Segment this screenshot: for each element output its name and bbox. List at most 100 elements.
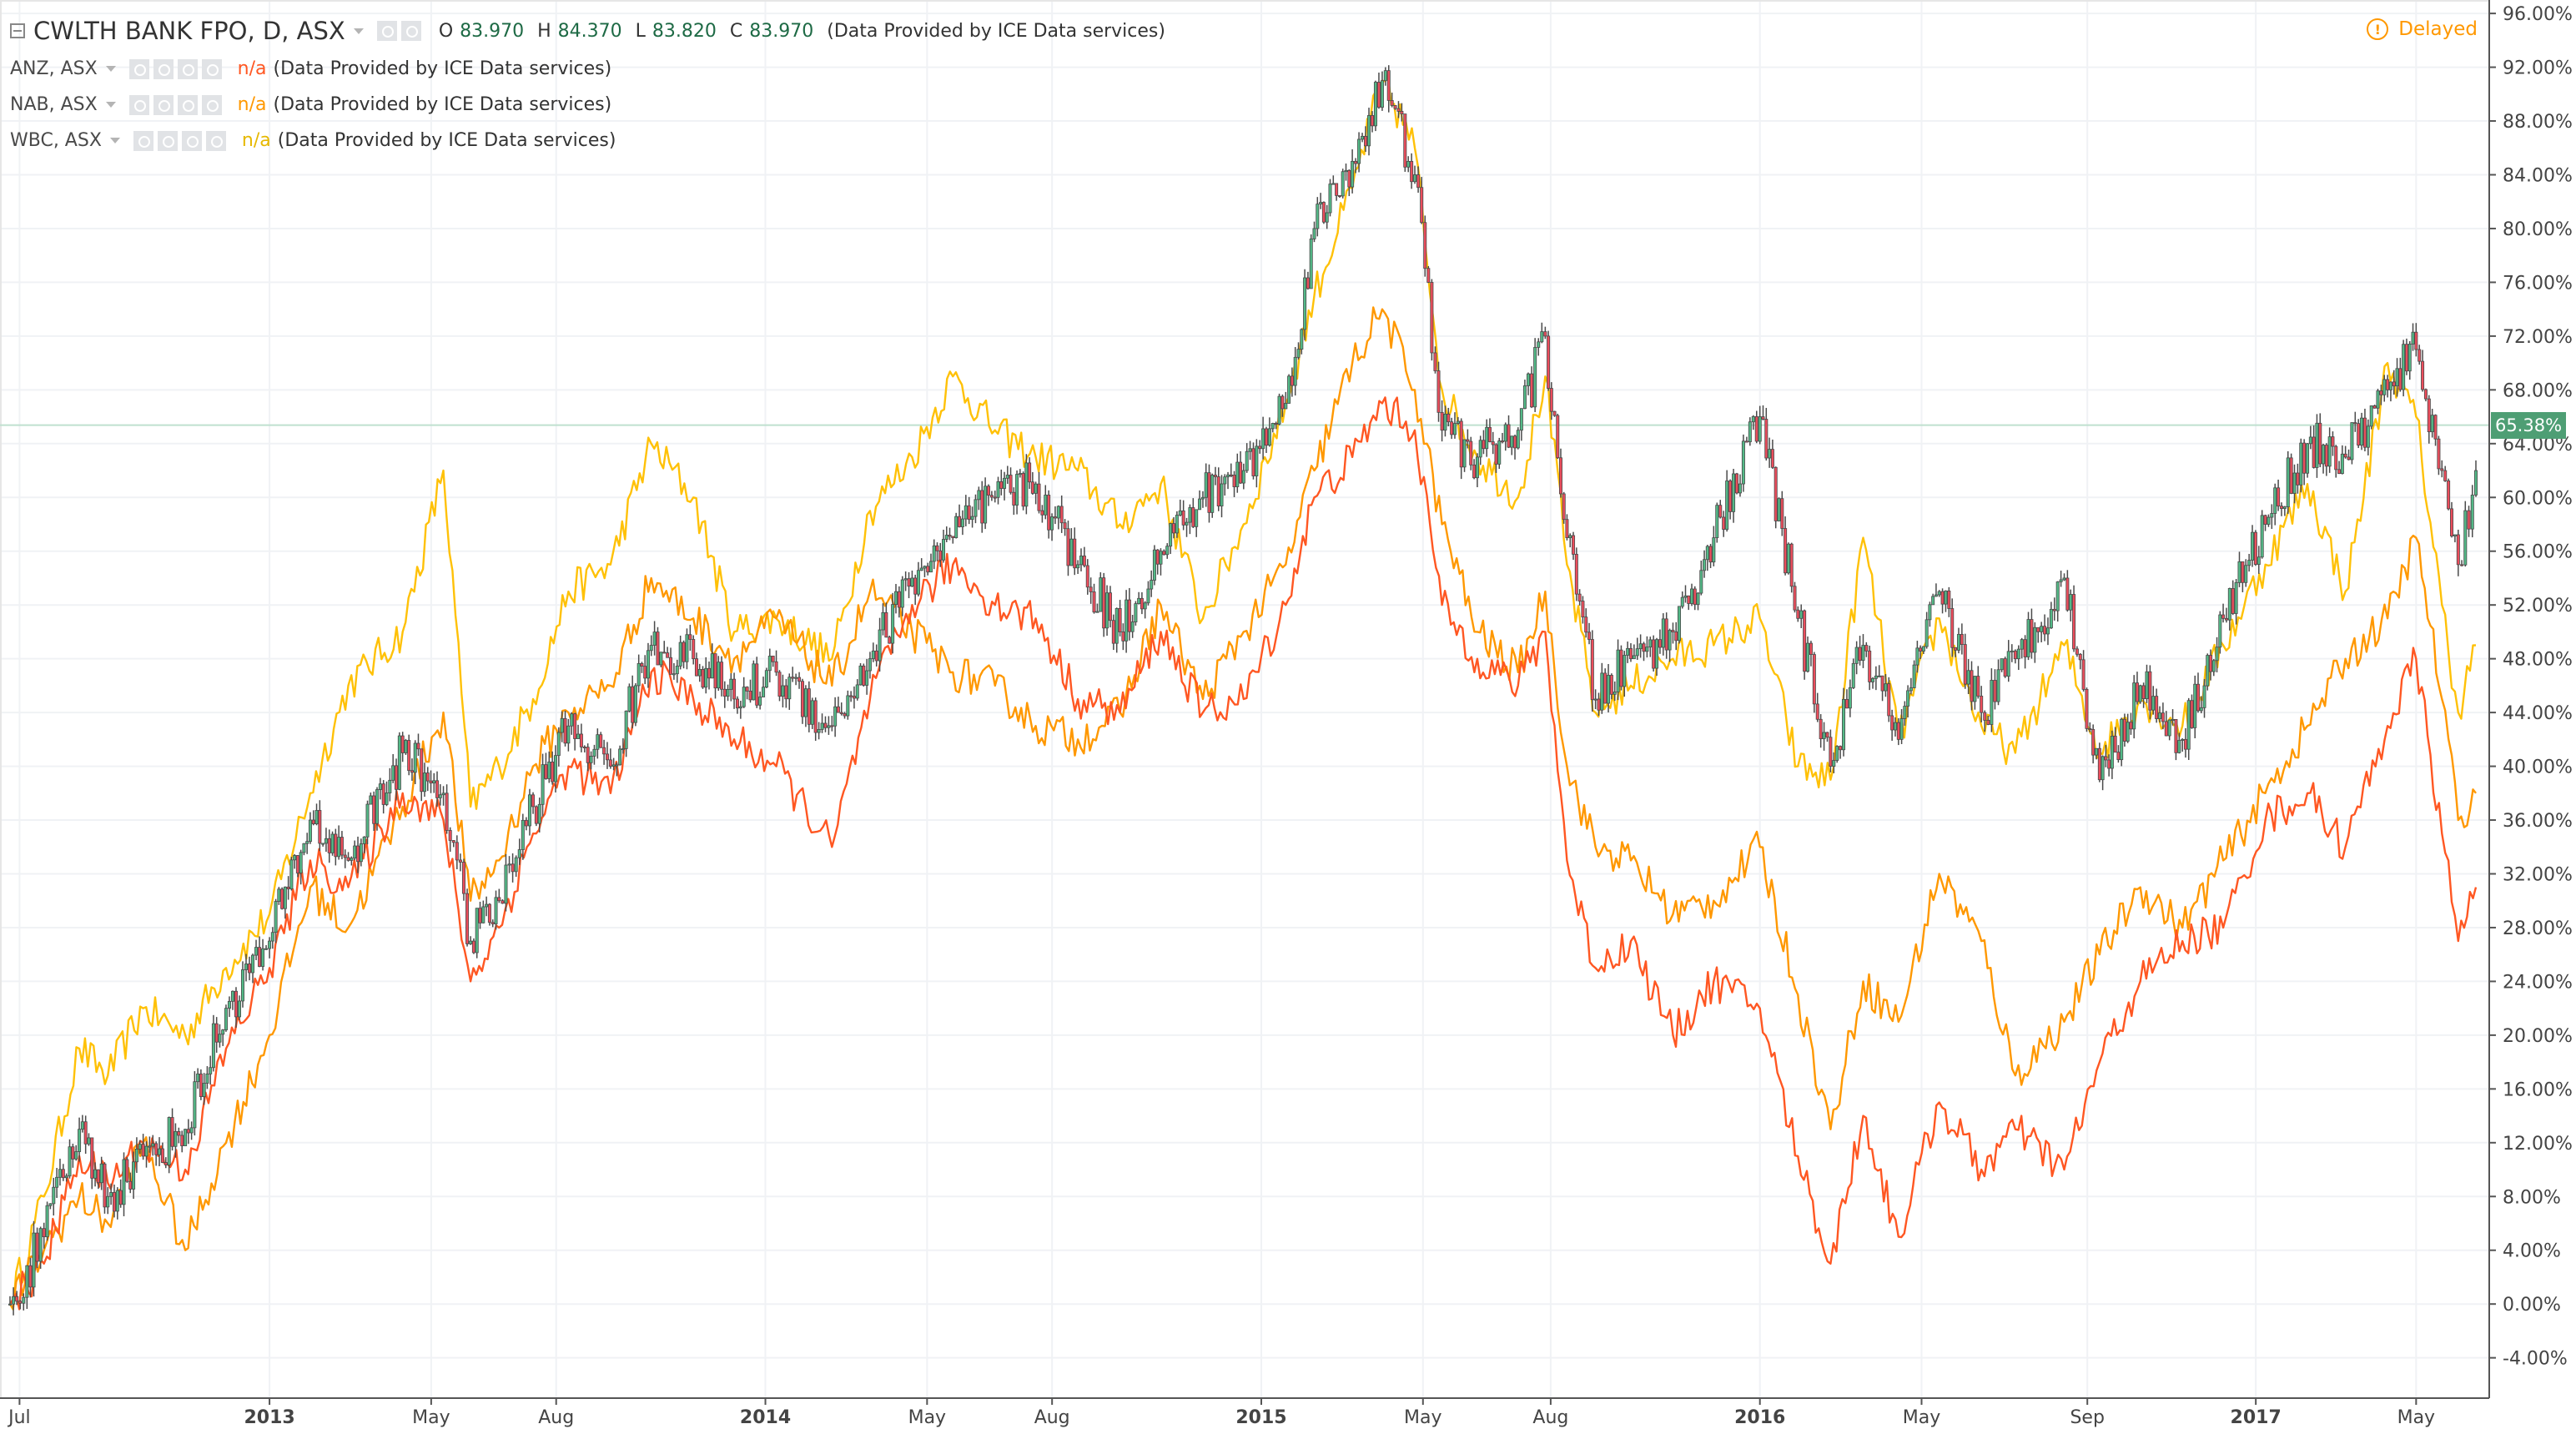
candle-body [475, 908, 479, 954]
legend-compare-row[interactable]: NAB, ASX n/a (Data Provided by ICE Data … [10, 94, 611, 115]
plus-icon[interactable] [177, 94, 198, 115]
candle-body [729, 678, 733, 690]
candle-body [254, 947, 259, 956]
candle-body [1105, 592, 1109, 629]
candle-body [1261, 428, 1265, 450]
gear-icon[interactable] [153, 94, 174, 115]
candle-body [362, 836, 366, 844]
candle-body [103, 1163, 107, 1208]
eye-icon[interactable] [376, 21, 397, 41]
compare-symbol[interactable]: NAB, ASX [10, 94, 98, 115]
candle-body [1799, 610, 1804, 619]
gear-icon[interactable] [157, 130, 178, 151]
candle-body [2286, 457, 2290, 507]
candle-body [999, 481, 1004, 489]
candle-body [1793, 586, 1797, 611]
candle-body [485, 903, 489, 908]
candle-body [353, 845, 357, 859]
candle-body [180, 1135, 184, 1147]
candle-body [1390, 100, 1394, 106]
candle-body [1806, 642, 1810, 672]
candle-body [1552, 410, 1557, 416]
candle-body [2069, 594, 2073, 611]
collapse-icon[interactable] [10, 23, 25, 38]
candle-body [1530, 373, 1534, 408]
compare-symbol[interactable]: ANZ, ASX [10, 58, 98, 79]
candle-body [164, 1162, 168, 1165]
candle-body [579, 733, 583, 747]
close-icon[interactable] [201, 94, 222, 115]
candle-body [1172, 523, 1176, 534]
candle-body [1903, 706, 1907, 719]
open-label: O [438, 20, 454, 42]
price-axis[interactable]: 96.00% 92.00% 88.00% 84.00% 80.00% 76.00% 72.0… [2489, 4, 2573, 1370]
y-tick-label: 96.00% [2503, 4, 2573, 25]
candle-body [2423, 389, 2428, 400]
open-value: 83.970 [460, 20, 525, 42]
candle-body [797, 677, 802, 682]
candle-body [2095, 747, 2099, 756]
candle-body [277, 888, 281, 902]
candle-body [501, 900, 505, 904]
gear-icon[interactable] [153, 58, 174, 79]
legend-main-row[interactable]: CWLTH BANK FPO, D, ASX O 83.970 H 84.370… [10, 17, 1165, 45]
main-symbol-title[interactable]: CWLTH BANK FPO, D, ASX [33, 17, 345, 45]
candle-body [742, 687, 746, 707]
candle-body [1597, 698, 1601, 711]
candle-body [343, 854, 347, 858]
close-label: C [729, 20, 743, 42]
candle-body [656, 631, 660, 666]
eye-icon[interactable] [128, 94, 149, 115]
candle-body [1280, 395, 1285, 410]
candle-body [170, 1117, 174, 1147]
candle-body [305, 841, 309, 844]
candle-body [1683, 595, 1688, 598]
candle-body [2107, 759, 2111, 769]
legend-compare-row[interactable]: ANZ, ASX n/a (Data Provided by ICE Data … [10, 58, 611, 79]
gear-icon[interactable] [400, 21, 421, 41]
close-icon[interactable] [205, 130, 226, 151]
candle-body [45, 1205, 49, 1238]
candle-body [738, 706, 742, 709]
close-icon[interactable] [201, 58, 222, 79]
chevron-down-icon[interactable] [105, 66, 116, 72]
candle-body [1478, 440, 1482, 458]
candle-body [1619, 649, 1623, 687]
candle-body [388, 779, 392, 793]
candle-body [2386, 379, 2390, 390]
candle-body [2302, 442, 2307, 474]
candle-body [596, 734, 600, 750]
candle-body [1152, 549, 1156, 581]
chevron-down-icon[interactable] [353, 28, 364, 34]
candle-body [2164, 721, 2168, 737]
eye-icon[interactable] [128, 58, 149, 79]
candle-body [1400, 111, 1404, 114]
time-axis[interactable]: Jul 2013 May Aug 2014 May Aug 2015 May Aug 2016 May… [7, 1398, 2435, 1428]
candle-body [2237, 561, 2241, 583]
chevron-down-icon[interactable] [105, 102, 116, 108]
candle-body [2049, 608, 2053, 629]
candle-body [1874, 675, 1878, 679]
candle-body [534, 806, 538, 824]
candle-body [413, 742, 417, 773]
eye-icon[interactable] [133, 130, 153, 151]
candle-body [1325, 212, 1329, 223]
plus-icon[interactable] [181, 130, 202, 151]
y-tick-label: 8.00% [2503, 1187, 2561, 1208]
legend-compare-row[interactable]: WBC, ASX n/a (Data Provided by ICE Data … [10, 130, 616, 151]
compare-symbol[interactable]: WBC, ASX [10, 130, 102, 151]
candle-body [926, 566, 930, 573]
x-tick-label: Aug [1034, 1407, 1070, 1428]
candle-body [1744, 440, 1748, 443]
delayed-indicator[interactable]: ! Delayed [2367, 18, 2478, 40]
chevron-down-icon[interactable] [109, 138, 120, 143]
candle-body [1510, 435, 1514, 448]
candle-body [1121, 631, 1125, 642]
candle-body [1616, 649, 1620, 692]
candle-body [15, 1296, 19, 1302]
candle-body [2456, 534, 2460, 566]
candle-body [694, 658, 698, 677]
plus-icon[interactable] [177, 58, 198, 79]
candle-body [777, 672, 782, 697]
